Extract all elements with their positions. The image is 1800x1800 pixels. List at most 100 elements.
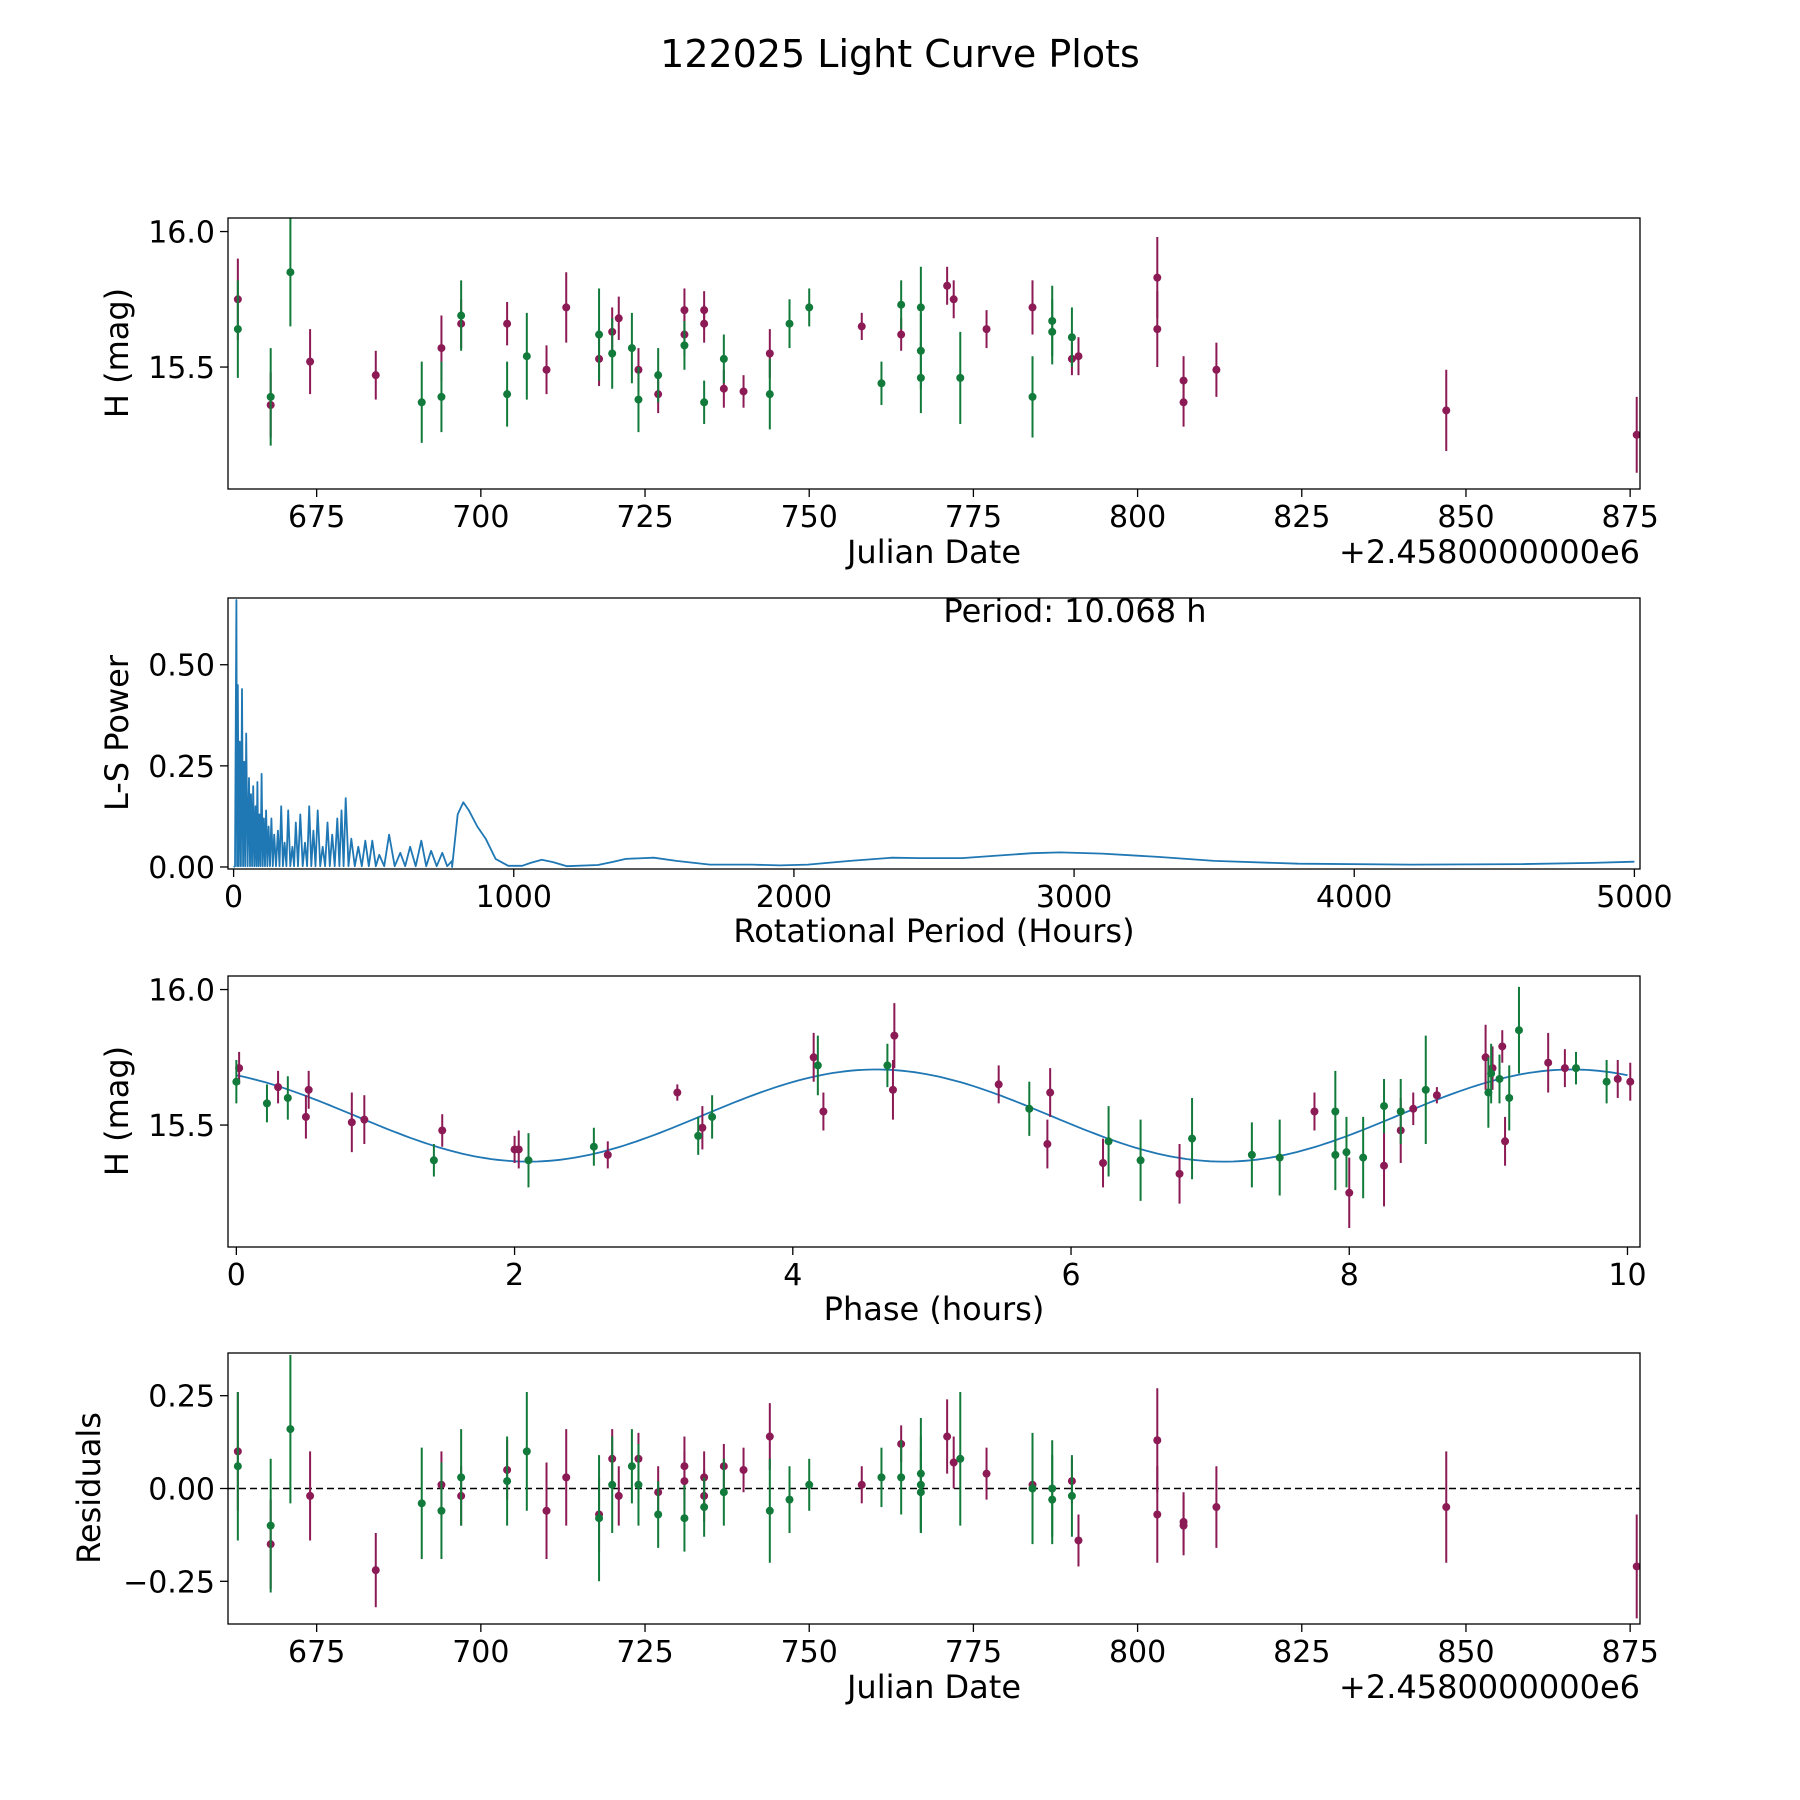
residuals-xtick-label: 675 <box>288 1635 345 1670</box>
series_b-point <box>457 1473 466 1482</box>
series_a-point <box>1074 1536 1083 1545</box>
series_b-point <box>608 349 617 358</box>
series_b-point <box>956 373 965 382</box>
series_a-point <box>1175 1169 1184 1178</box>
residuals-ytick-label: −0.25 <box>123 1565 215 1600</box>
series_a-point <box>719 384 728 393</box>
series_b-point <box>589 1142 598 1151</box>
residuals-xtick-label: 700 <box>452 1635 509 1670</box>
series_a-point <box>360 1115 369 1124</box>
series_b-point <box>503 1477 512 1486</box>
lightcurve-frame <box>227 217 1641 490</box>
series_b-point <box>634 1480 643 1489</box>
series_b-point <box>956 1454 965 1463</box>
lightcurve-ytick-label: 15.5 <box>148 351 215 386</box>
series_b-point <box>524 1156 533 1165</box>
lightcurve-ytick-label: 16.0 <box>148 216 215 251</box>
phased-ylabel: H (mag) <box>98 1046 136 1176</box>
series_b-point <box>1487 1069 1496 1078</box>
series_a-point <box>514 1145 523 1154</box>
series_b-point <box>1331 1107 1340 1116</box>
residuals-xtick-label: 800 <box>1109 1635 1166 1670</box>
series_a-point <box>542 1506 551 1515</box>
series_a-point <box>1179 1521 1188 1530</box>
residuals-xtick-label: 825 <box>1273 1635 1330 1670</box>
residuals-panel: 675 700 725 750 775 800 825 850 875 −0.25 0.00 0.25… <box>70 1352 1659 1706</box>
lightcurve-panel: 675 700 725 750 775 800 825 850 875 15.5 16.0 Juli… <box>98 216 1659 571</box>
series_a-point <box>306 1491 315 1500</box>
series_b-point <box>1342 1148 1351 1157</box>
lightcurve-ylabel: H (mag) <box>98 288 136 418</box>
series_a-point <box>1153 325 1162 334</box>
residuals-ytick-label: 0.25 <box>148 1380 215 1415</box>
phased-xtick-label: 4 <box>783 1258 802 1293</box>
series_a-point <box>1626 1077 1635 1086</box>
series_a-point <box>673 1088 682 1097</box>
phased-xtick-label: 2 <box>505 1258 524 1293</box>
series_a-point <box>1046 1088 1055 1097</box>
residuals-xtick-label: 775 <box>945 1635 1002 1670</box>
series_b-point <box>417 1499 426 1508</box>
series_a-point <box>1560 1064 1569 1073</box>
periodogram-xtick-label: 1000 <box>476 880 552 915</box>
periodogram-ytick-label: 0.25 <box>148 750 215 785</box>
series_b-point <box>286 268 295 277</box>
series_b-point <box>765 1506 774 1515</box>
model-fit-curve <box>236 1068 1628 1163</box>
series_b-point <box>1247 1150 1256 1159</box>
series_a-point <box>949 295 958 304</box>
phased-xlabel: Phase (hours) <box>824 1290 1045 1328</box>
residuals-xlabel: Julian Date <box>845 1668 1021 1706</box>
series_a-point <box>888 1085 897 1094</box>
series_b-point <box>1028 392 1037 401</box>
series_a-point <box>371 1566 380 1575</box>
series_b-point <box>608 1480 617 1489</box>
series_b-point <box>1067 1491 1076 1500</box>
series_a-point <box>949 1458 958 1467</box>
series_b-point <box>897 1473 906 1482</box>
residuals-offset-label: +2.4580000000e6 <box>1339 1668 1640 1706</box>
residuals-xtick-label: 725 <box>616 1635 673 1670</box>
periodogram-ytick-label: 0.50 <box>148 649 215 684</box>
series_b-point <box>1136 1156 1145 1165</box>
periodogram-xtick-label: 4000 <box>1316 880 1392 915</box>
series_b-point <box>595 330 604 339</box>
phased-ytick-label: 15.5 <box>148 1109 215 1144</box>
ls-power-line <box>233 599 1635 868</box>
series_b-point <box>785 319 794 328</box>
series_a-point <box>897 330 906 339</box>
series_b-point <box>1067 333 1076 342</box>
series_a-point <box>437 344 446 353</box>
series_b-point <box>877 379 886 388</box>
series_a-point <box>1544 1058 1553 1067</box>
series_a-point <box>739 1465 748 1474</box>
series_b-point <box>1514 1026 1523 1035</box>
lightcurve-xtick-label: 875 <box>1602 500 1659 535</box>
series_b-point <box>627 344 636 353</box>
series_a-point <box>1432 1091 1441 1100</box>
periodogram-xtick-label: 2000 <box>756 880 832 915</box>
series_a-point <box>1310 1107 1319 1116</box>
series_b-point <box>694 1131 703 1140</box>
series_b-point <box>680 1514 689 1523</box>
series_a-point <box>1442 1503 1451 1512</box>
series_a-point <box>994 1080 1003 1089</box>
series_b-point <box>1380 1102 1389 1111</box>
series_b-point <box>1495 1074 1504 1083</box>
series_a-point <box>1212 365 1221 374</box>
series_b-point <box>700 398 709 407</box>
series_a-point <box>371 371 380 380</box>
residuals-xtick-label: 875 <box>1602 1635 1659 1670</box>
series_b-point <box>286 1425 295 1434</box>
residuals-marks <box>228 1354 1640 1619</box>
periodogram-ytick-label: 0.00 <box>148 851 215 886</box>
phased-xtick-label: 6 <box>1061 1258 1080 1293</box>
series_a-point <box>542 365 551 374</box>
series_b-point <box>1028 1484 1037 1493</box>
series_a-point <box>1632 430 1640 439</box>
series_b-point <box>719 1488 728 1497</box>
series_a-point <box>1501 1137 1510 1146</box>
series_b-point <box>897 300 906 309</box>
series_b-point <box>1359 1153 1368 1162</box>
series_b-point <box>437 392 446 401</box>
